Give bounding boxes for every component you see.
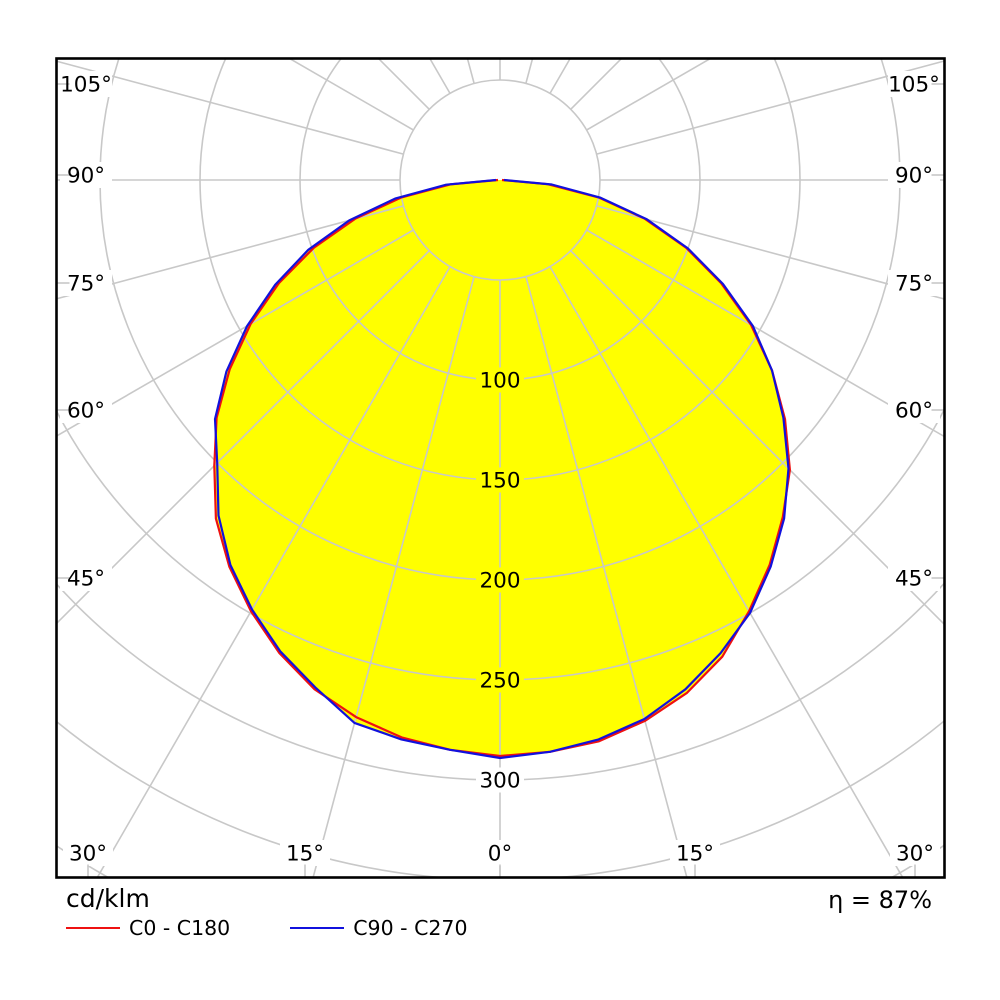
c0-c180-line-sample [66, 927, 120, 929]
legend: C0 - C180 C90 - C270 [66, 916, 468, 940]
angle-label-right: 60° [895, 399, 933, 424]
c90-c270-line-sample [290, 927, 345, 929]
grid-ray [96, 266, 451, 878]
legend-item-c90-c270: C90 - C270 [290, 916, 468, 940]
grid-ray [56, 60, 404, 155]
grid-ray [596, 60, 945, 155]
angle-label-right: 45° [895, 567, 933, 592]
radial-value-label: 200 [479, 569, 520, 594]
grid-ray [549, 266, 904, 878]
chart-frame [55, 57, 946, 879]
legend-item-c0-c180: C0 - C180 [66, 916, 230, 940]
grid-ray [56, 250, 430, 625]
angle-label-right: 105° [888, 73, 940, 98]
efficiency-value: η = 87% [828, 886, 932, 914]
angle-label-right: 90° [895, 164, 933, 189]
grid-ray [312, 276, 475, 878]
radial-value-label: 300 [479, 769, 520, 794]
angle-label-bottom: 15° [676, 842, 714, 867]
curve-c90-c270 [213, 178, 790, 760]
radial-value-label: 150 [479, 469, 520, 494]
frame-ticks [56, 83, 945, 878]
angle-label-left: 105° [60, 73, 112, 98]
legend-label-c0-c180: C0 - C180 [129, 916, 231, 940]
grid-ray [586, 58, 713, 131]
grid-ray [570, 250, 945, 626]
grid-ray [287, 58, 414, 131]
grid-ray [525, 58, 534, 84]
angle-label-left: 90° [67, 164, 105, 189]
angle-label-left: 45° [67, 567, 105, 592]
angle-label-bottom: 15° [286, 842, 324, 867]
angle-label-right: 75° [895, 272, 933, 297]
radial-value-label: 250 [479, 669, 520, 694]
angle-label-left: 75° [67, 272, 105, 297]
angle-label-bottom: 0° [488, 842, 512, 867]
grid-ray [525, 276, 688, 878]
grid-ray [56, 229, 414, 437]
grid-ray [56, 205, 404, 300]
angle-label-left: 60° [67, 399, 105, 424]
grid-ray [466, 58, 475, 84]
legend-label-c90-c270: C90 - C270 [353, 916, 468, 940]
units-label: cd/klm [66, 884, 150, 913]
grid-ray [586, 229, 945, 438]
grid-ray [596, 205, 945, 300]
angle-label-bottom: 30° [896, 842, 934, 867]
angle-label-bottom: 30° [69, 842, 107, 867]
radial-value-label: 100 [479, 369, 520, 394]
